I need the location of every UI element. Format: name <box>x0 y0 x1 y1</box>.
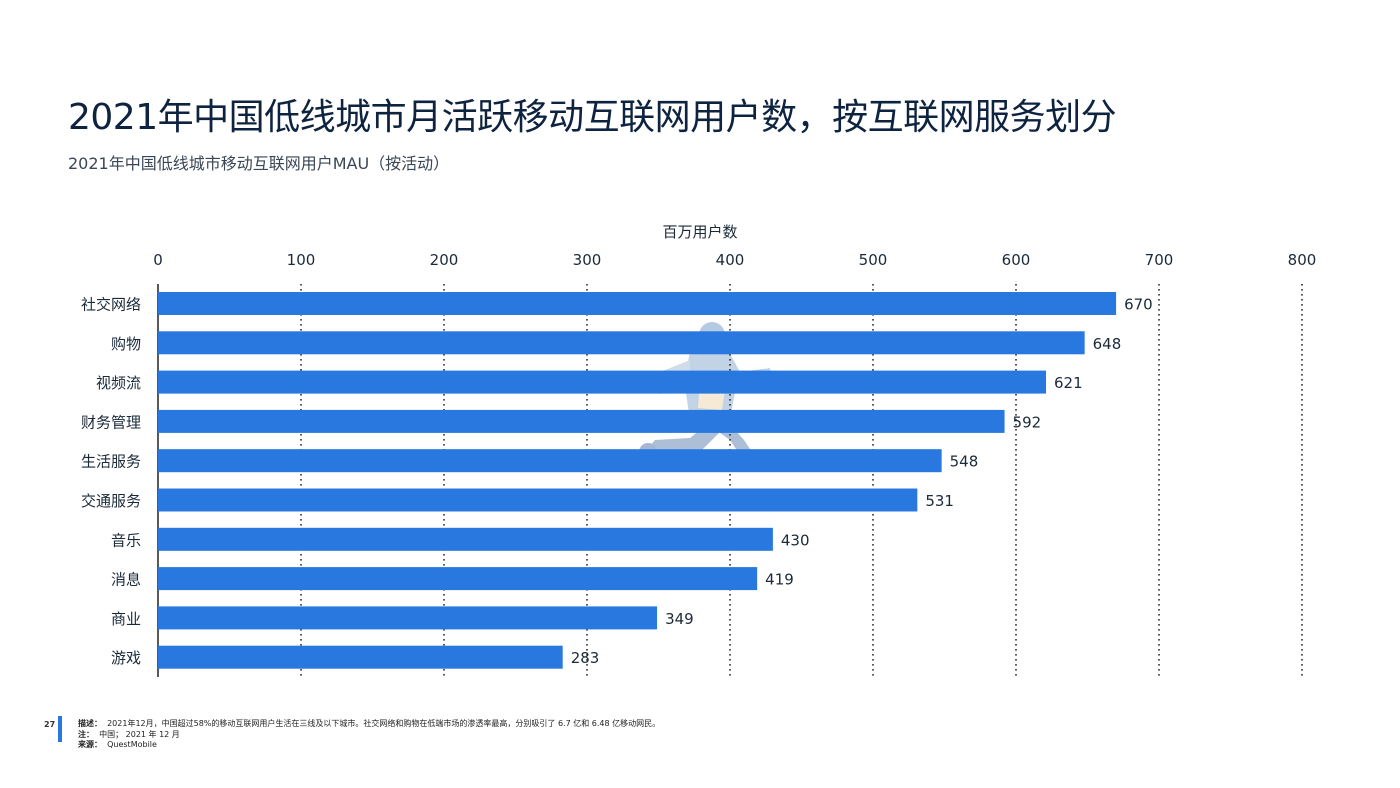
category-label: 游戏 <box>111 649 141 667</box>
page-subtitle: 2021年中国低线城市移动互联网用户MAU（按活动） <box>68 154 450 173</box>
x-tick-label: 100 <box>287 251 316 269</box>
value-label: 621 <box>1054 374 1083 392</box>
value-label: 648 <box>1093 335 1122 353</box>
category-label: 商业 <box>111 610 141 628</box>
x-tick-label: 600 <box>1002 251 1031 269</box>
footer: 27 描述： 2021年12月，中国超过58%的移动互联网用户生活在三线及以下城… <box>0 714 1400 764</box>
value-label: 349 <box>665 610 694 628</box>
x-tick-label: 0 <box>153 251 163 269</box>
bar <box>158 331 1085 355</box>
page-title: 2021年中国低线城市月活跃移动互联网用户数，按互联网服务划分 <box>68 97 1117 138</box>
value-label: 548 <box>950 453 979 471</box>
source-line: 来源： QuestMobile <box>78 740 157 749</box>
category-label: 消息 <box>111 571 141 589</box>
x-tick-label: 400 <box>716 251 745 269</box>
bar <box>158 370 1047 394</box>
x-tick-label: 800 <box>1288 251 1317 269</box>
category-label: 社交网络 <box>81 296 141 314</box>
category-label: 视频流 <box>96 374 141 392</box>
category-label: 交通服务 <box>81 492 141 510</box>
bar-chart: 0 100 200 300 400 500 600 700 800 社交网络 670 购物 648 视频流… <box>81 223 1317 677</box>
x-tick-label: 700 <box>1145 251 1174 269</box>
bar <box>158 567 758 591</box>
bar <box>158 409 1005 433</box>
value-label: 419 <box>765 571 794 589</box>
value-label: 670 <box>1124 296 1153 314</box>
bar <box>158 488 918 512</box>
bar <box>158 527 773 551</box>
footer-notes: 描述： 2021年12月，中国超过58%的移动互联网用户生活在三线及以下城市。社… <box>78 719 660 751</box>
value-label: 430 <box>781 531 810 549</box>
x-tick-label: 300 <box>573 251 602 269</box>
value-label: 592 <box>1013 413 1042 431</box>
page-number: 27 <box>44 720 56 729</box>
note-line: 注： 中国； 2021 年 12 月 <box>78 729 180 739</box>
value-label: 531 <box>925 492 954 510</box>
footer-accent-bar <box>58 716 62 742</box>
value-label: 283 <box>571 649 600 667</box>
category-label: 音乐 <box>111 531 141 549</box>
category-label: 生活服务 <box>81 453 141 471</box>
bar <box>158 292 1117 315</box>
x-tick-label: 500 <box>859 251 888 269</box>
bar <box>158 449 942 473</box>
category-label: 财务管理 <box>81 413 141 431</box>
bar <box>158 645 563 669</box>
x-axis-title: 百万用户数 <box>662 223 737 241</box>
description-line: 描述： 2021年12月，中国超过58%的移动互联网用户生活在三线及以下城市。社… <box>78 719 661 728</box>
bar <box>158 606 658 630</box>
x-tick-label: 200 <box>430 251 459 269</box>
category-label: 购物 <box>111 335 141 353</box>
